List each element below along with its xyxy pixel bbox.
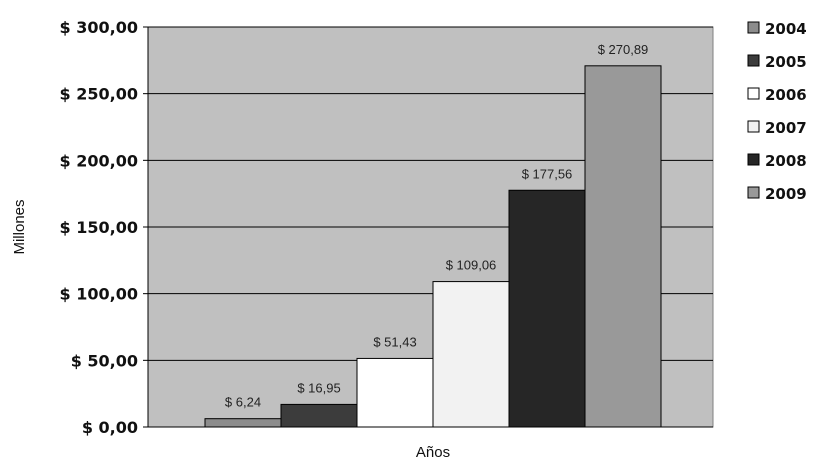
legend: 2004 2005 2006 2007 2008 2009 (747, 20, 807, 203)
y-tick-label: $ 150,00 (60, 218, 138, 237)
data-label-2009: $ 270,89 (598, 42, 649, 57)
bar-2007 (432, 281, 510, 428)
data-labels: $ 6,24 $ 16,95 $ 51,43 $ 109,06 $ 177,56 $ 27… (225, 42, 648, 410)
bar-2008 (508, 189, 586, 428)
y-tick-label: $ 50,00 (71, 351, 138, 370)
legend-swatch-2008 (747, 153, 760, 166)
data-label-2005: $ 16,95 (297, 380, 340, 395)
data-label-2004: $ 6,24 (225, 395, 261, 410)
y-tick-label: $ 300,00 (60, 18, 138, 37)
y-tick-label: $ 200,00 (60, 151, 138, 170)
legend-label-2007: 2007 (765, 119, 807, 137)
y-axis-title: Millones (11, 199, 28, 254)
legend-swatch-2006 (747, 87, 760, 100)
legend-swatch-2004 (747, 21, 760, 34)
y-tick-label: $ 0,00 (82, 418, 138, 437)
bar-2006 (356, 357, 434, 428)
legend-label-2006: 2006 (765, 86, 807, 104)
data-label-2006: $ 51,43 (373, 334, 416, 349)
legend-swatch-2007 (747, 120, 760, 133)
y-tick-label: $ 250,00 (60, 85, 138, 104)
legend-label-2008: 2008 (765, 152, 807, 170)
bar-2009 (584, 65, 662, 428)
bar-2004 (204, 418, 282, 428)
legend-label-2005: 2005 (765, 53, 807, 71)
y-tick-label: $ 100,00 (60, 285, 138, 304)
legend-label-2009: 2009 (765, 185, 807, 203)
data-label-2007: $ 109,06 (446, 258, 497, 273)
y-axis-ticks: $ 0,00 $ 50,00 $ 100,00 $ 150,00 $ 200,00 $ 2… (60, 18, 148, 437)
bar-2005 (280, 403, 358, 428)
legend-swatch-2009 (747, 186, 760, 199)
x-axis-title: Años (416, 444, 450, 461)
bars (204, 65, 662, 428)
legend-label-2004: 2004 (765, 20, 807, 38)
data-label-2008: $ 177,56 (522, 166, 573, 181)
legend-swatch-2005 (747, 54, 760, 67)
